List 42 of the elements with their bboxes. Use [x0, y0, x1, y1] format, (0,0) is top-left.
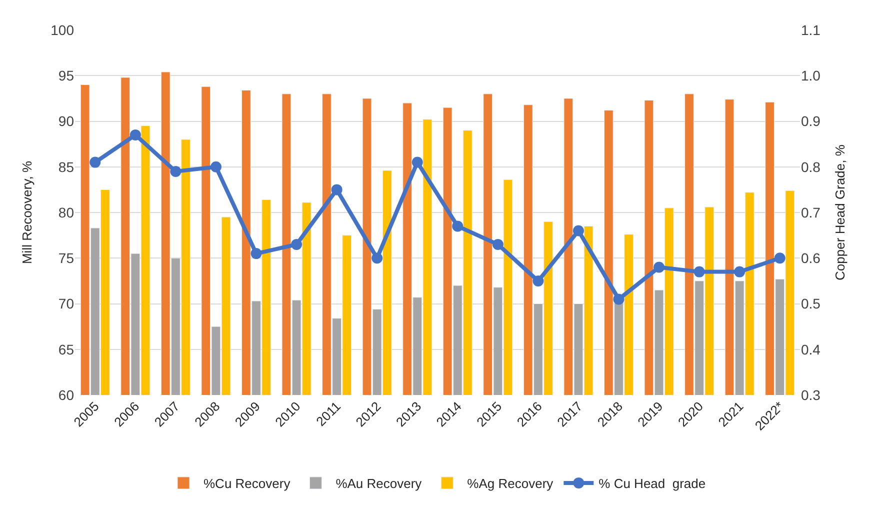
- y2-tick-label: 0.6: [801, 250, 821, 266]
- point: [130, 129, 141, 140]
- point: [170, 166, 182, 177]
- point: [412, 156, 423, 168]
- y-tick-label: 90: [58, 113, 74, 130]
- y2-tick-label: 0.3: [801, 386, 821, 403]
- y-tick-label: 75: [58, 250, 74, 266]
- y2-tick-label: 0.8: [801, 158, 821, 175]
- legend-label: % Cu Head grade: [598, 476, 706, 492]
- point: [210, 161, 222, 172]
- point: [372, 252, 383, 264]
- y-tick-label: 95: [58, 68, 74, 84]
- point: [654, 262, 665, 273]
- y-tick-label: 100: [50, 22, 74, 38]
- point: [572, 225, 584, 236]
- y2-axis-title: Copper Head Grade, %: [832, 144, 848, 280]
- point: [492, 238, 504, 250]
- point: [694, 266, 705, 278]
- point: [331, 184, 342, 196]
- point: [250, 248, 262, 260]
- y2-tick-label: 0.4: [801, 341, 821, 358]
- y2-tick-label: 1.1: [801, 22, 821, 38]
- y-tick-label: 65: [58, 341, 74, 358]
- y-axis-title: Mill Recoovery, %: [20, 160, 35, 264]
- point: [90, 156, 101, 168]
- legend-label: %Ag Recovery: [467, 476, 554, 492]
- point: [532, 275, 544, 286]
- y-tick-label: 60: [58, 386, 74, 403]
- point: [291, 238, 302, 250]
- legend-label: %Cu Recovery: [204, 476, 291, 492]
- point: [613, 294, 624, 305]
- y-tick-label: 80: [58, 204, 74, 220]
- point: [452, 220, 464, 232]
- legend-label: %Au Recovery: [336, 476, 422, 492]
- y2-tick-label: 0.9: [801, 113, 821, 130]
- point: [734, 266, 746, 278]
- y2-tick-label: 0.7: [801, 204, 821, 220]
- y-tick-label: 85: [58, 158, 74, 175]
- y2-tick-label: 1.0: [801, 68, 821, 84]
- y2-tick-label: 0.5: [801, 296, 821, 312]
- point: [774, 252, 786, 264]
- y-tick-label: 70: [58, 296, 74, 312]
